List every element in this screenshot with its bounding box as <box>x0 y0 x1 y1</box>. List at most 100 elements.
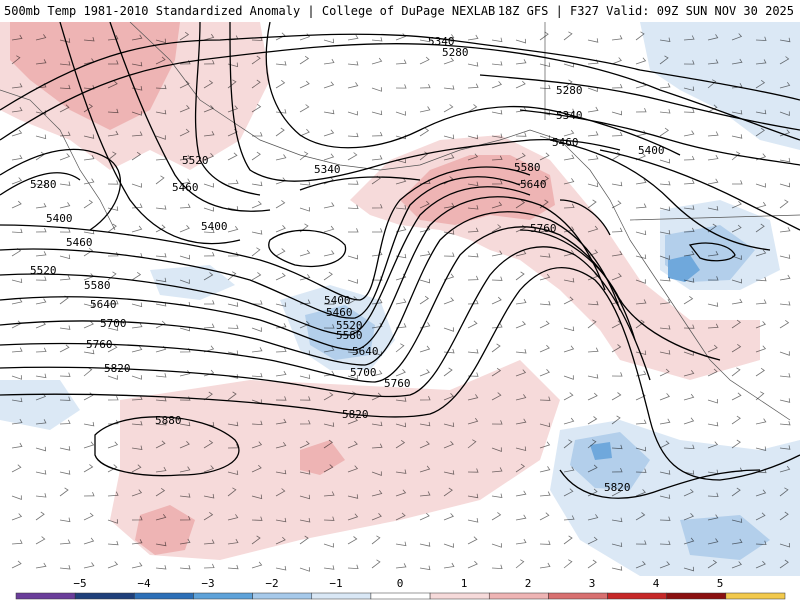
wind-barb <box>11 539 23 545</box>
wind-barb <box>731 298 743 305</box>
wind-barb <box>59 38 71 43</box>
wind-barb <box>539 562 551 569</box>
wind-barb <box>251 230 263 235</box>
wind-barb <box>659 276 671 282</box>
contour-closed-pacific <box>268 229 347 268</box>
wind-barb <box>323 346 335 353</box>
wind-barb <box>35 276 47 281</box>
wind-barb <box>779 254 791 259</box>
wind-barb <box>611 372 623 377</box>
wind-barb <box>467 299 479 305</box>
wind-barb <box>683 130 695 137</box>
wind-barb <box>563 154 575 161</box>
wind-barb <box>83 103 94 113</box>
wind-barb <box>683 417 695 425</box>
wind-barb <box>683 324 695 329</box>
wind-barb <box>659 561 671 569</box>
wind-barb <box>275 323 287 329</box>
contour-label: 5280 <box>30 178 57 191</box>
wind-barb <box>659 180 671 186</box>
wind-barb <box>275 418 287 425</box>
contour-5820-trough <box>0 267 800 481</box>
wind-barb <box>539 273 551 281</box>
wind-barb <box>515 199 526 209</box>
wind-barb <box>443 134 455 140</box>
wind-barb <box>587 464 598 473</box>
contour-label: 5520 <box>182 154 209 167</box>
wind-barb <box>59 275 71 281</box>
wind-barb <box>35 227 47 233</box>
wind-barb <box>131 420 143 426</box>
wind-barb <box>443 252 455 257</box>
contour-5820-south <box>559 469 761 499</box>
wind-barb <box>347 494 359 499</box>
wind-barb <box>539 369 550 377</box>
contour-5400-east <box>599 149 800 231</box>
wind-barb <box>131 375 142 380</box>
wind-barb <box>755 540 767 546</box>
wind-barb <box>563 417 575 425</box>
wind-barb <box>683 488 694 497</box>
wind-barb <box>179 564 191 570</box>
wind-barb <box>491 276 503 281</box>
wind-barb <box>587 38 599 43</box>
contour-label: 5400 <box>324 294 351 307</box>
wind-barb <box>107 561 119 569</box>
wind-barb <box>563 515 575 521</box>
cool-anomaly-westus-core <box>668 255 700 282</box>
colorbar-tick-label: 4 <box>653 577 660 590</box>
wind-barb <box>251 200 262 209</box>
wind-barb <box>59 202 71 209</box>
wind-barb <box>419 106 431 113</box>
colorbar-segment <box>666 592 727 600</box>
weather-map: 5340 5280 5280 5340 5460 5400 5520 5460 … <box>0 22 800 576</box>
wind-barb <box>563 249 575 257</box>
wind-barb <box>635 279 646 284</box>
wind-barb <box>251 561 263 569</box>
wind-barb <box>59 131 71 137</box>
wind-barb <box>755 183 766 188</box>
wind-barb <box>467 83 479 89</box>
colorbar-segment <box>488 592 549 600</box>
wind-barb <box>659 55 669 65</box>
wind-barb <box>659 255 670 260</box>
wind-barb <box>563 108 575 114</box>
wind-barb <box>491 133 503 138</box>
wind-barb <box>299 470 311 475</box>
wind-barb <box>587 392 598 401</box>
wind-barb <box>107 540 119 546</box>
wind-barb <box>587 155 599 161</box>
wind-barb <box>131 271 142 281</box>
wind-barb <box>299 374 311 380</box>
wind-barb <box>59 254 71 260</box>
wind-barb <box>587 273 598 281</box>
contour-5460-east <box>549 139 771 251</box>
wind-barb <box>299 518 311 523</box>
wind-barb <box>779 129 791 137</box>
wind-barb <box>35 347 47 353</box>
wind-barb <box>683 108 695 113</box>
wind-barb <box>107 223 117 233</box>
wind-barb <box>731 110 743 115</box>
wind-barb <box>371 535 381 545</box>
wind-barb <box>203 391 213 401</box>
wind-barb <box>683 537 695 545</box>
wind-barb <box>683 470 695 475</box>
contour-5580-ridge <box>299 176 421 191</box>
wind-barb <box>35 493 47 498</box>
wind-barb <box>755 201 767 209</box>
wind-barb <box>563 178 575 185</box>
wind-barb <box>59 487 69 497</box>
wind-barb <box>515 446 527 452</box>
wind-barb <box>443 487 453 497</box>
wind-barb <box>563 559 573 569</box>
wind-barb <box>539 84 551 90</box>
wind-barb <box>635 299 647 305</box>
wind-barb <box>203 105 215 113</box>
wind-barb <box>347 61 359 66</box>
wind-barb <box>467 104 478 113</box>
west-coast <box>629 239 791 421</box>
wind-barb <box>275 32 286 41</box>
wind-barb <box>11 464 22 473</box>
contour-label: 5400 <box>46 212 73 225</box>
